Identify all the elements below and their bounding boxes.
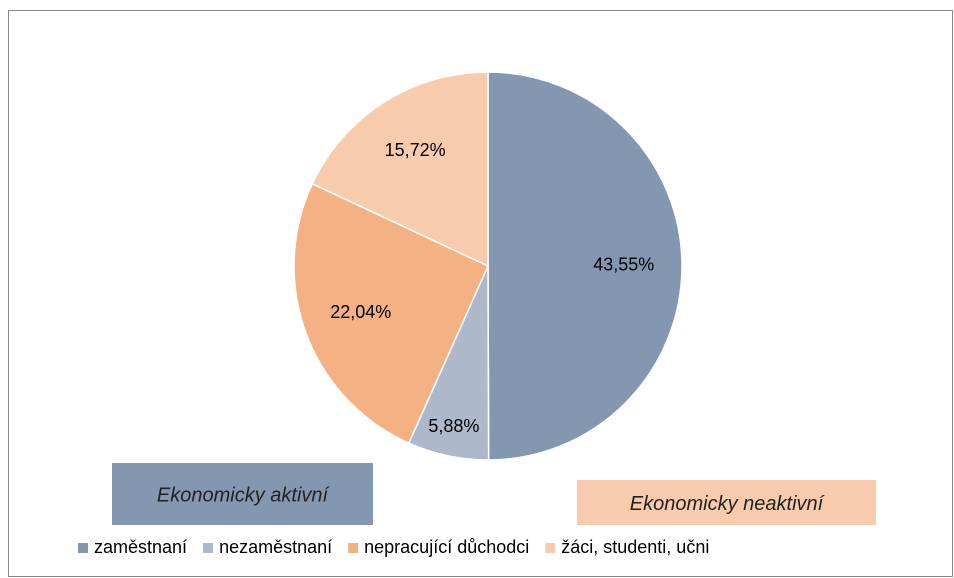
legend-swatch xyxy=(348,543,359,553)
legend-label: žáci, studenti, učni xyxy=(561,537,709,557)
data-label: 22,04% xyxy=(330,302,391,322)
annotation-text: Ekonomicky aktivní xyxy=(157,484,331,506)
legend-label: nezaměstnaní xyxy=(219,537,332,557)
legend-label: nepracující důchodci xyxy=(364,537,529,557)
data-label: 15,72% xyxy=(385,140,446,160)
legend-swatch xyxy=(78,543,88,553)
legend-swatch xyxy=(203,543,214,553)
pie-slice xyxy=(487,71,683,461)
legend-label: zaměstnaní xyxy=(94,537,187,557)
annotation-text: Ekonomicky neaktivní xyxy=(630,493,826,515)
data-label: 5,88% xyxy=(428,416,479,436)
pie-slice xyxy=(293,182,489,445)
annotation-box xyxy=(577,480,876,525)
legend-swatch xyxy=(545,543,556,553)
annotation-box xyxy=(112,463,373,525)
data-label: 43,55% xyxy=(593,255,654,275)
pie-slice xyxy=(311,71,489,268)
